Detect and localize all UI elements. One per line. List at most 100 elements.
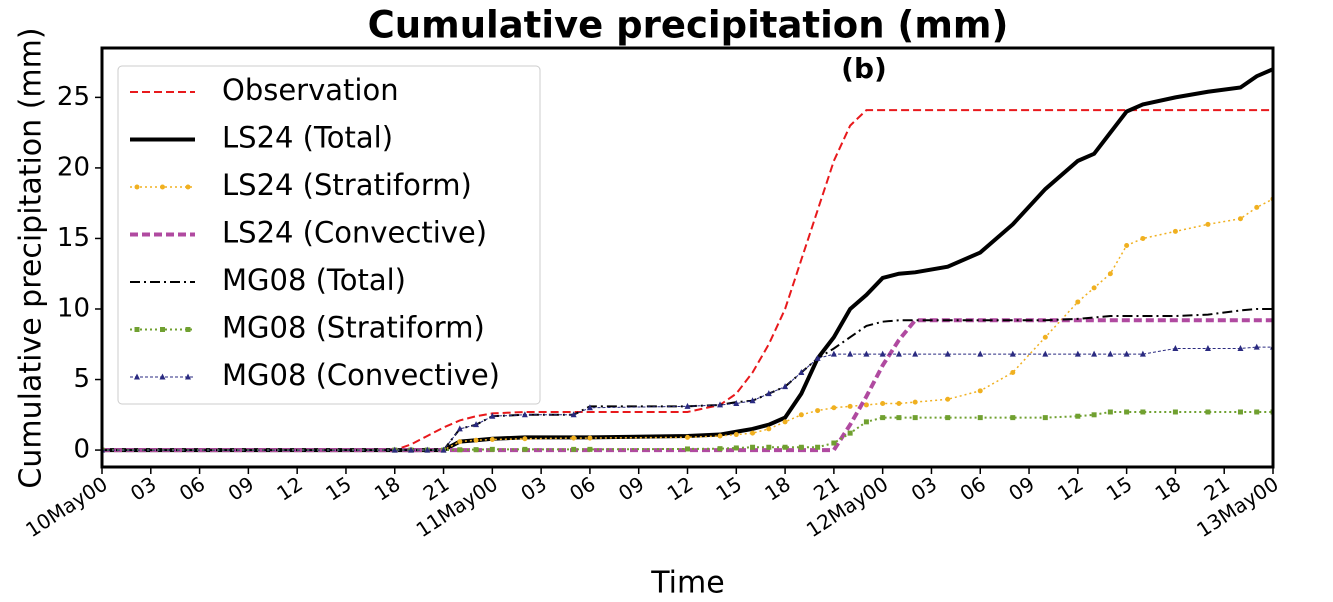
x-axis-label: Time xyxy=(650,566,724,601)
marker xyxy=(782,444,788,450)
marker xyxy=(733,400,740,407)
marker xyxy=(1253,343,1260,350)
marker xyxy=(1140,409,1146,415)
annotation: (b) xyxy=(841,52,887,85)
y-tick-label: 10 xyxy=(57,293,90,323)
marker xyxy=(1172,409,1178,415)
marker xyxy=(863,402,869,408)
legend-marker-symbol xyxy=(160,327,165,332)
plot-area xyxy=(102,67,1273,453)
marker xyxy=(391,446,398,453)
marker xyxy=(896,401,902,407)
legend-marker-symbol xyxy=(185,373,191,380)
marker xyxy=(717,446,723,452)
marker xyxy=(684,402,691,409)
marker xyxy=(685,434,690,440)
legend-label: Observation xyxy=(222,73,399,107)
marker xyxy=(489,412,496,419)
marker xyxy=(424,446,431,453)
marker xyxy=(521,411,528,418)
series-line xyxy=(102,410,1273,452)
x-tick-label: 03 xyxy=(516,472,550,506)
marker xyxy=(782,383,789,390)
marker xyxy=(1009,350,1016,357)
marker xyxy=(717,401,724,408)
legend-label: LS24 (Total) xyxy=(222,121,393,155)
marker xyxy=(895,350,902,357)
marker xyxy=(457,439,463,445)
x-tick-label: 15 xyxy=(712,472,746,506)
marker xyxy=(798,412,804,418)
legend-label: MG08 (Stratiform) xyxy=(222,311,485,345)
marker xyxy=(1010,369,1016,375)
plot-frame xyxy=(100,46,1275,469)
x-tick-label: 09 xyxy=(224,472,258,506)
marker xyxy=(945,415,951,421)
marker xyxy=(1075,413,1081,419)
marker xyxy=(456,425,463,432)
marker xyxy=(489,446,495,452)
legend-marker-symbol xyxy=(160,184,165,190)
marker xyxy=(1172,344,1179,351)
x-tick-label: 15 xyxy=(321,472,355,506)
marker xyxy=(1075,299,1081,305)
marker xyxy=(1107,409,1113,415)
marker xyxy=(408,446,415,453)
marker xyxy=(798,368,805,375)
series-line xyxy=(102,198,1273,451)
marker xyxy=(571,435,577,441)
marker xyxy=(782,419,788,425)
series-line xyxy=(102,109,1273,452)
marker xyxy=(570,411,577,418)
legend-marker-symbol xyxy=(185,184,191,190)
marker xyxy=(717,433,723,439)
marker xyxy=(440,446,447,453)
marker xyxy=(1107,271,1113,277)
marker xyxy=(750,430,756,436)
x-tick-label: 18 xyxy=(370,472,404,506)
marker xyxy=(945,396,951,402)
marker xyxy=(1237,344,1244,351)
legend-label: LS24 (Stratiform) xyxy=(222,168,472,202)
marker xyxy=(815,408,821,414)
marker xyxy=(1205,409,1211,415)
x-tick-label: 15 xyxy=(1102,472,1136,506)
marker xyxy=(749,397,756,404)
marker xyxy=(814,354,821,361)
x-tick-label: 06 xyxy=(565,472,599,506)
marker xyxy=(977,350,984,357)
marker xyxy=(457,447,463,453)
marker xyxy=(847,403,853,409)
marker xyxy=(1205,221,1211,227)
x-tick-label: 18 xyxy=(760,472,794,506)
marker xyxy=(944,350,951,357)
marker xyxy=(1010,415,1016,421)
x-tick-label: 06 xyxy=(956,472,990,506)
marker xyxy=(733,432,739,438)
marker xyxy=(1042,415,1048,421)
marker xyxy=(1254,204,1260,210)
marker xyxy=(879,350,886,357)
marker xyxy=(863,419,869,425)
marker xyxy=(766,444,772,450)
marker xyxy=(880,401,886,407)
marker xyxy=(1140,235,1146,241)
marker xyxy=(830,350,837,357)
x-tick-label: 12 xyxy=(1053,472,1087,506)
marker xyxy=(522,436,528,442)
marker xyxy=(571,446,577,452)
marker xyxy=(1139,350,1146,357)
marker xyxy=(473,447,479,453)
marker xyxy=(473,437,479,443)
marker xyxy=(1204,344,1211,351)
marker xyxy=(1237,216,1243,222)
legend-label: MG08 (Total) xyxy=(222,263,406,297)
marker xyxy=(765,390,772,397)
marker xyxy=(522,446,528,452)
x-tick-label: 18 xyxy=(1151,472,1185,506)
legend-marker xyxy=(134,327,191,332)
legend-label: MG08 (Convective) xyxy=(222,358,500,392)
x-tick-label: 03 xyxy=(126,472,160,506)
marker xyxy=(1091,285,1097,291)
